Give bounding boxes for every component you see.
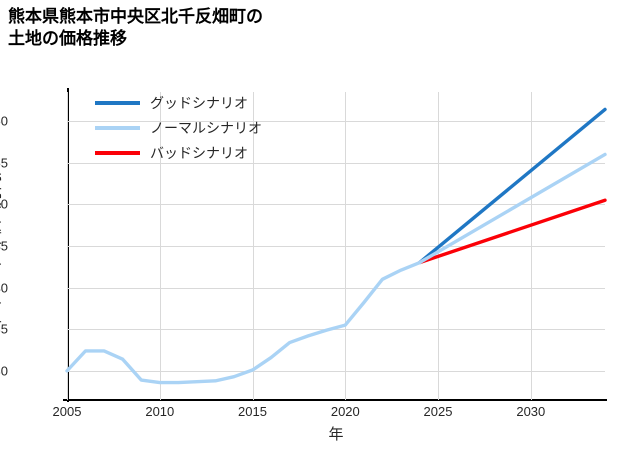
x-tick-label: 2025 (423, 404, 453, 419)
series-lines (65, 107, 607, 385)
x-axis-label: 年 (328, 426, 344, 443)
gridline-vertical (530, 92, 532, 400)
plot-area (65, 92, 607, 400)
x-axis-spine (63, 399, 607, 401)
y-tick-label: 50 (0, 196, 8, 212)
legend-label: グッドシナリオ (150, 94, 248, 111)
series-line-bad (417, 198, 607, 265)
legend-label: ノーマルシナリオ (150, 119, 262, 136)
legend-label: バッドシナリオ (150, 144, 248, 161)
legend-item[interactable]: グッドシナリオ (95, 90, 325, 115)
series-line-normal-forecast (417, 152, 607, 265)
y-tick-label: 55 (0, 155, 8, 171)
gridline-horizontal (67, 204, 605, 206)
page-title: 熊本県熊本市中央区北千反畑町の 土地の価格推移 (8, 7, 263, 49)
legend-swatch-icon (95, 100, 140, 105)
x-tick-label: 2005 (52, 404, 82, 419)
legend: グッドシナリオ ノーマルシナリオ バッドシナリオ (95, 90, 325, 165)
legend-item[interactable]: バッドシナリオ (95, 140, 325, 165)
gridline-vertical (159, 92, 161, 400)
legend-item[interactable]: ノーマルシナリオ (95, 115, 325, 140)
y-tick-label: 35 (0, 321, 8, 337)
legend-swatch-icon (95, 125, 140, 130)
x-tick-label: 2010 (145, 404, 175, 419)
gridline-horizontal (67, 121, 605, 123)
gridline-horizontal (67, 370, 605, 372)
y-axis-spine (67, 88, 69, 402)
y-tick-label: 30 (0, 363, 8, 379)
gridline-horizontal (67, 162, 605, 164)
x-tick-label: 2020 (330, 404, 360, 419)
series-line-normal-historical (65, 260, 422, 385)
y-tick-label: 40 (0, 280, 8, 296)
x-tick-label: 2030 (516, 404, 546, 419)
gridline-horizontal (67, 287, 605, 289)
series-line-good (417, 107, 607, 265)
x-tick-label: 2015 (238, 404, 267, 419)
gridline-vertical (67, 92, 68, 400)
y-tick-label: 60 (0, 113, 8, 129)
gridline-vertical (252, 92, 254, 400)
legend-swatch-icon (95, 150, 140, 155)
y-tick-label: 45 (0, 238, 8, 254)
y-axis-label: 坪（3.3㎡）単価（万円） (0, 160, 4, 332)
gridline-horizontal (67, 329, 605, 331)
gridline-horizontal (67, 246, 605, 247)
gridline-vertical (345, 92, 347, 400)
